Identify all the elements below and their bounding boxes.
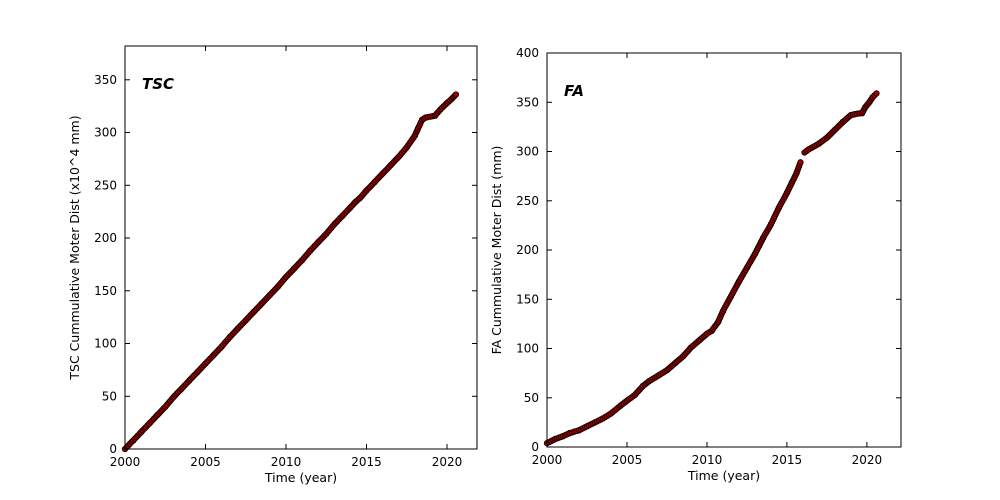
x-tick-label: 2015 [351,455,382,469]
y-tick-label: 350 [516,95,539,109]
x-tick-label: 2020 [852,453,883,467]
axes-frame [546,52,902,448]
y-axis-label: FA Cummulative Moter Dist (mm) [489,146,504,355]
x-tick-label: 2005 [612,453,643,467]
y-tick-label: 0 [531,440,539,454]
x-tick-label: 2000 [110,455,141,469]
y-tick-label: 100 [94,337,117,351]
x-tick-label: 2020 [432,455,463,469]
x-axis-label: Time (year) [687,468,760,483]
x-tick-label: 2015 [772,453,803,467]
fa-data-points [543,90,880,447]
x-tick-label: 2010 [271,455,302,469]
x-axis-label: Time (year) [264,470,337,485]
y-tick-label: 0 [109,442,117,456]
y-tick-label: 400 [516,46,539,60]
data-point [452,91,460,98]
fa-chart: 2000 2005 2010 2015 2020 0 50 100 150 200 250 300 35… [489,46,902,483]
y-tick-label: 200 [516,243,539,257]
panel-label: TSC [142,75,174,93]
panel-label: FA [564,82,584,100]
tsc-chart: 2000 2005 2010 2015 2020 0 50 100 150 200 250 300 35… [67,45,478,485]
x-tick-label: 2005 [190,455,221,469]
y-tick-label: 350 [94,73,117,87]
data-point [797,159,804,166]
y-tick-label: 150 [516,292,539,306]
y-tick-label: 200 [94,231,117,245]
y-tick-label: 100 [516,342,539,356]
y-tick-label: 150 [94,284,117,298]
y-tick-label: 250 [516,194,539,208]
y-tick-label: 50 [524,391,539,405]
y-tick-label: 300 [516,145,539,159]
tsc-data-points [121,91,460,453]
axes-frame [124,45,478,450]
y-tick-label: 250 [94,178,117,192]
x-tick-label: 2010 [692,453,723,467]
x-tick-label: 2000 [532,453,563,467]
y-tick-label: 50 [102,389,117,403]
y-axis-label: TSC Cummulative Moter Dist (x10^4 mm) [67,115,82,380]
y-tick-label: 300 [94,126,117,140]
data-point [873,90,880,97]
